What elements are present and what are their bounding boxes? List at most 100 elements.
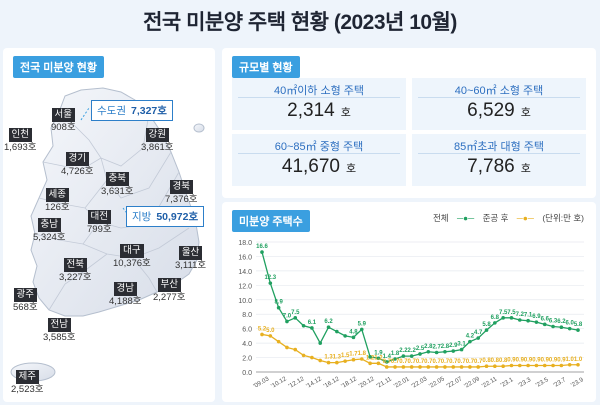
regional-map-panel: 전국 미분양 현황 수도권 7,327호 지방 50,972호 서울 908호 인천… (3, 48, 215, 402)
region-name: 경북 (169, 180, 193, 194)
series-point (285, 319, 289, 324)
ulleung-island-shape (193, 123, 205, 133)
data-label: 0.7 (457, 359, 466, 365)
data-label: 1.0 (574, 357, 583, 363)
y-tick-label: 0.0 (242, 370, 252, 377)
x-tick-label: '16.12 (323, 375, 341, 390)
series-point (268, 334, 273, 338)
x-tick-label: '10.12 (270, 375, 288, 390)
series-point (468, 339, 472, 344)
region-name: 인천 (8, 128, 32, 142)
unsold-trend-panel: 0.0 2.0 4.0 6.0 8.0 10.0 12.0 14.0 16.0 18.0 '09.0… (222, 202, 596, 402)
series-point (476, 336, 481, 340)
size-cell-small-40: 40㎡이하 소형 주택 2,314 호 (232, 78, 406, 130)
data-label: 7.0 (283, 313, 292, 319)
data-label: 0.9 (524, 358, 533, 364)
legend-completed-label: 준공 후 (482, 213, 509, 223)
region-sejong: 세종 126호 (45, 184, 70, 214)
series-point (559, 325, 564, 330)
series-point (526, 363, 530, 368)
region-name: 전남 (47, 318, 71, 332)
series-point (468, 365, 472, 369)
region-value: 5,324호 (33, 232, 66, 243)
x-tick-label: '23.5 (535, 376, 550, 389)
series-point (534, 320, 539, 324)
x-tick-label: '22.03 (410, 375, 428, 390)
series-point (310, 355, 314, 360)
data-label: 1.2 (366, 355, 375, 361)
provinces-summary-label: 지방 (132, 211, 152, 223)
data-label: 6.0 (566, 321, 575, 327)
size-cell-large: 85㎡초과 대형 주택 7,786 호 (412, 134, 586, 186)
map-panel-header: 전국 미분양 현황 (13, 56, 104, 78)
y-tick-label: 4.0 (242, 341, 252, 348)
series-point (559, 363, 564, 368)
region-name: 울산 (178, 246, 203, 260)
region-value: 3,111호 (175, 260, 207, 271)
region-busan: 부산 2,277호 (153, 274, 186, 304)
data-label: 1.2 (374, 355, 383, 361)
series-point (401, 354, 406, 358)
data-label: 6.2 (557, 319, 566, 325)
data-label: 5.0 (266, 328, 275, 334)
region-gyeongbuk: 경북 7,376호 (165, 176, 198, 206)
region-daejeon: 대전 799호 (87, 206, 112, 236)
size-panel-header: 규모별 현황 (232, 56, 300, 78)
x-tick-label: '22.11 (481, 375, 499, 389)
data-label: 0.8 (499, 358, 508, 364)
data-label: 7.5 (499, 310, 508, 316)
size-category: 60~85㎡ 중형 주택 (274, 141, 364, 153)
region-value: 10,376호 (113, 258, 151, 269)
data-label: 16.6 (256, 244, 268, 250)
data-label: 2.2 (408, 348, 417, 354)
capital-region-summary: 수도권 7,327호 (91, 100, 173, 121)
x-tick-label: '23.3 (517, 376, 532, 389)
series-point (426, 365, 431, 369)
chart-panel-header: 미분양 주택수 (232, 210, 310, 232)
x-tick-label: '14.12 (305, 375, 323, 390)
series-point (451, 365, 456, 369)
capital-summary-value: 7,327호 (130, 105, 167, 117)
data-label: 0.7 (432, 359, 441, 365)
data-label: 0.9 (532, 358, 541, 364)
series-point (443, 365, 447, 369)
series-point (276, 305, 281, 310)
data-label: 1.0 (566, 357, 575, 363)
size-unit: 호 (340, 107, 351, 119)
data-label: 5.8 (482, 322, 491, 328)
series-point (576, 362, 580, 367)
x-tick-label: '20.12 (358, 375, 376, 390)
data-label: 1.4 (383, 354, 392, 360)
data-label: 6.6 (541, 316, 550, 322)
series-point (326, 360, 331, 365)
data-label: 0.7 (383, 359, 392, 365)
x-tick-label: '21.11 (375, 375, 393, 389)
region-value: 4,188호 (109, 296, 142, 307)
data-label: 0.7 (474, 359, 483, 365)
series-point (501, 364, 505, 369)
series-point (351, 335, 356, 340)
y-tick-label: 6.0 (242, 327, 252, 334)
y-tick-label: 2.0 (242, 356, 252, 363)
unsold-trend-chart: 0.0 2.0 4.0 6.0 8.0 10.0 12.0 14.0 16.0 18.0 '09.0… (238, 240, 585, 390)
x-tick-label: '22.05 (428, 375, 446, 390)
series-point (418, 352, 422, 356)
series-point (443, 349, 447, 354)
data-label: 0.7 (391, 359, 400, 365)
series-point (368, 361, 372, 366)
series-point (260, 250, 264, 254)
series-point (268, 281, 273, 285)
series-point (335, 329, 339, 334)
size-value: 41,670 (281, 156, 340, 177)
data-label: 1.3 (333, 355, 342, 361)
data-label: 6.3 (549, 319, 558, 325)
data-label: 1.5 (341, 353, 350, 359)
data-label: 0.7 (399, 359, 408, 365)
series-point (276, 339, 281, 344)
data-label: 0.9 (507, 358, 516, 364)
data-label: 1.8 (358, 351, 367, 357)
series-point (310, 326, 314, 330)
legend-total-marker: ─●─ (457, 213, 475, 223)
data-label: 12.3 (264, 275, 276, 281)
data-label: 0.7 (441, 359, 450, 365)
